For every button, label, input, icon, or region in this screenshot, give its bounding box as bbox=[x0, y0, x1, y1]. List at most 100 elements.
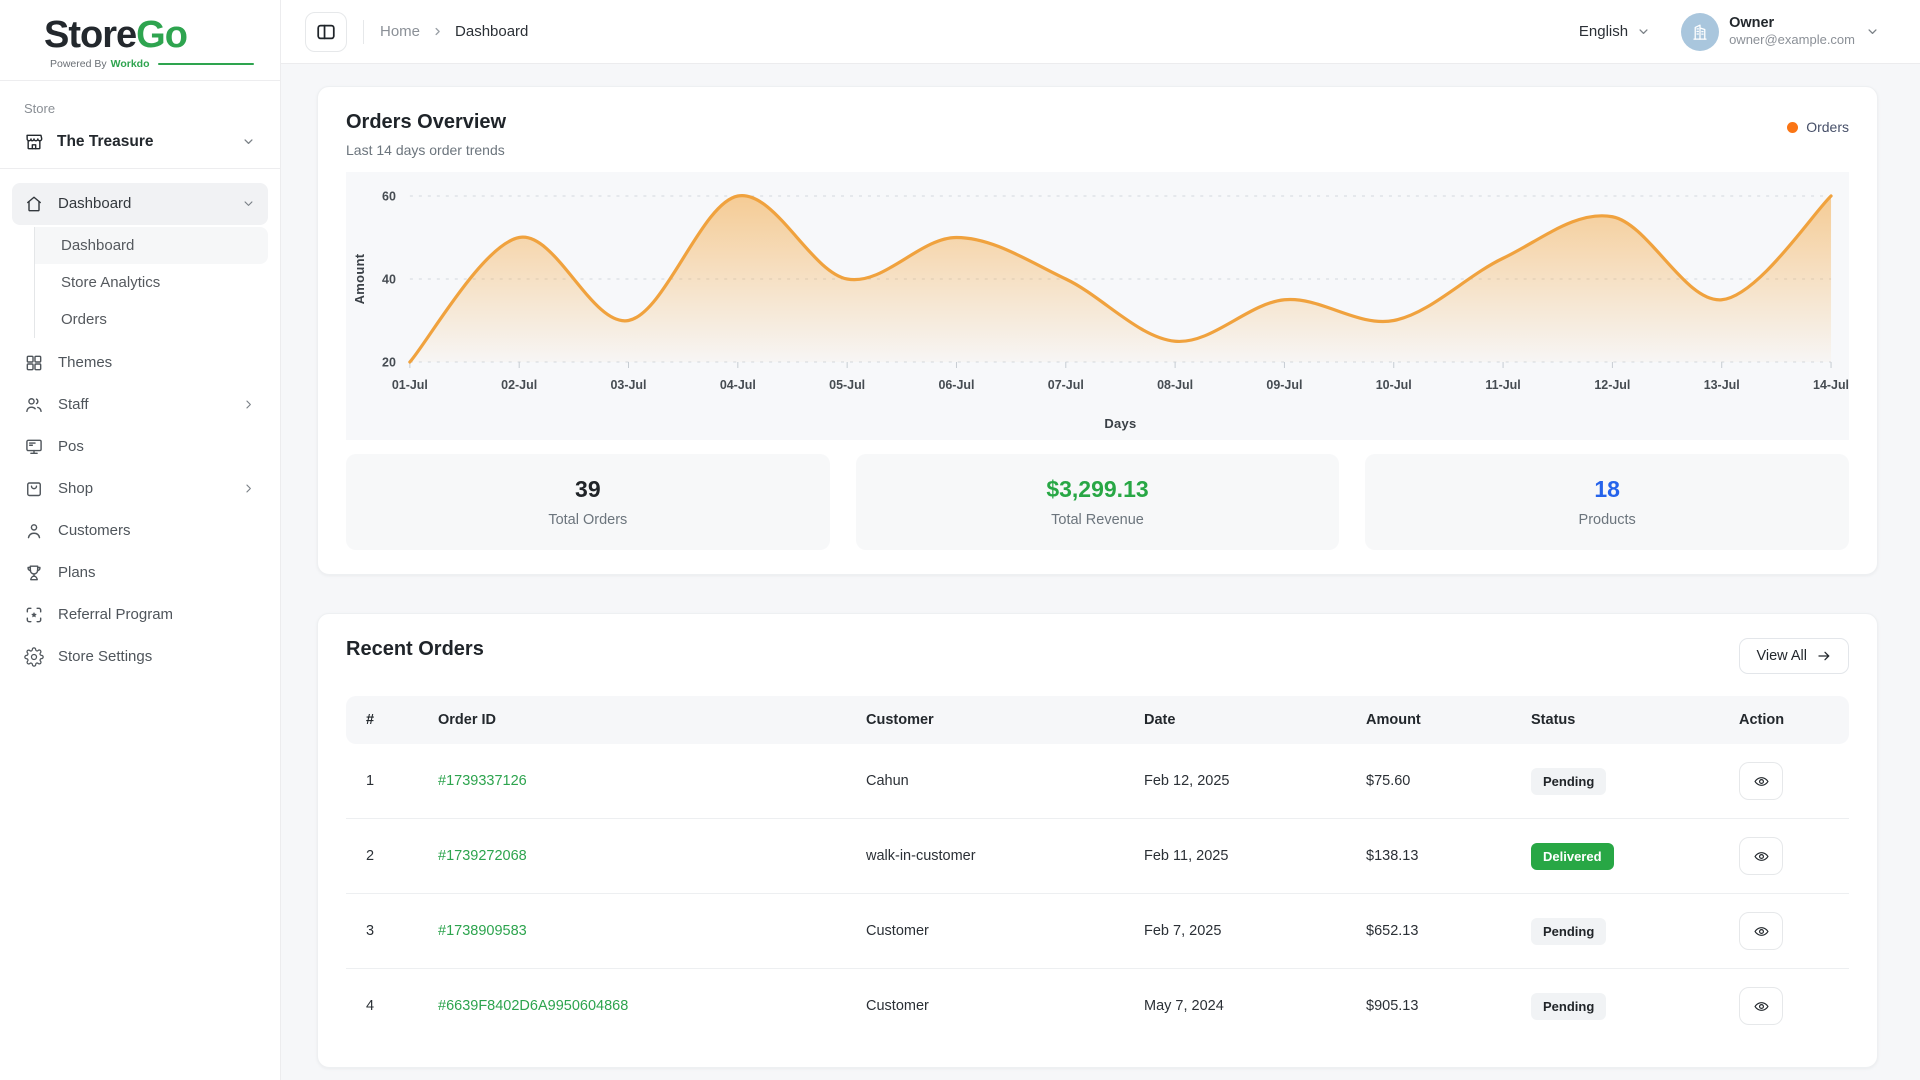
view-all-button[interactable]: View All bbox=[1739, 638, 1849, 674]
view-order-button[interactable] bbox=[1739, 987, 1783, 1025]
view-order-button[interactable] bbox=[1739, 912, 1783, 950]
tagline-underline bbox=[158, 63, 254, 65]
view-order-button[interactable] bbox=[1739, 762, 1783, 800]
order-status-cell: Pending bbox=[1517, 744, 1725, 819]
svg-text:04-Jul: 04-Jul bbox=[720, 378, 756, 392]
view-order-button[interactable] bbox=[1739, 837, 1783, 875]
store-section: Store The Treasure bbox=[0, 81, 280, 168]
store-section-label: Store bbox=[24, 101, 256, 116]
order-id-link[interactable]: #1739272068 bbox=[438, 848, 527, 864]
sidebar-item-label: Themes bbox=[58, 354, 256, 371]
order-date: Feb 11, 2025 bbox=[1130, 819, 1352, 894]
column-header-num: # bbox=[346, 696, 424, 744]
user-icon bbox=[24, 521, 44, 541]
table-header-row: #Order IDCustomerDateAmountStatusAction bbox=[346, 696, 1849, 744]
chevron-right-icon bbox=[241, 397, 256, 412]
storefront-icon bbox=[24, 132, 44, 152]
pos-icon bbox=[24, 437, 44, 457]
overview-header: Orders Overview Last 14 days order trend… bbox=[346, 111, 1849, 158]
chevron-down-icon bbox=[241, 134, 256, 149]
sidebar-item-customers[interactable]: Customers bbox=[12, 510, 268, 552]
sidebar-item-staff[interactable]: Staff bbox=[12, 384, 268, 426]
overview-title: Orders Overview bbox=[346, 111, 506, 134]
language-selector[interactable]: English bbox=[1579, 23, 1651, 40]
table-row: 4 #6639F8402D6A9950604868 CustomerMay 7, 2… bbox=[346, 969, 1849, 1043]
trophy-icon bbox=[24, 563, 44, 583]
column-header-amount: Amount bbox=[1352, 696, 1517, 744]
sidebar-item-dashboard[interactable]: Dashboard bbox=[12, 183, 268, 225]
sidebar-item-pos[interactable]: Pos bbox=[12, 426, 268, 468]
svg-text:60: 60 bbox=[382, 189, 396, 203]
stat-card-total-orders: 39Total Orders bbox=[346, 454, 830, 550]
user-info: Owner owner@example.com bbox=[1729, 14, 1855, 49]
column-header-status: Status bbox=[1517, 696, 1725, 744]
order-amount: $138.13 bbox=[1352, 819, 1517, 894]
order-date: May 7, 2024 bbox=[1130, 969, 1352, 1043]
sidebar-item-label: Customers bbox=[58, 522, 256, 539]
order-status-cell: Pending bbox=[1517, 969, 1725, 1043]
svg-text:14-Jul: 14-Jul bbox=[1813, 378, 1849, 392]
order-id-link[interactable]: #1739337126 bbox=[438, 773, 527, 789]
sidebar-item-label: Plans bbox=[58, 564, 256, 581]
recent-orders-card: Recent Orders View All #Order IDCustomer… bbox=[317, 613, 1878, 1068]
stat-label: Total Revenue bbox=[1051, 512, 1144, 528]
order-num: 4 bbox=[346, 969, 424, 1043]
column-header-customer: Customer bbox=[852, 696, 1130, 744]
breadcrumb-dashboard[interactable]: Dashboard bbox=[455, 23, 528, 40]
order-customer: Customer bbox=[852, 969, 1130, 1043]
breadcrumb: Home Dashboard bbox=[380, 23, 528, 40]
order-id-cell: #6639F8402D6A9950604868 bbox=[424, 969, 852, 1043]
svg-text:03-Jul: 03-Jul bbox=[611, 378, 647, 392]
svg-text:05-Jul: 05-Jul bbox=[829, 378, 865, 392]
legend-label: Orders bbox=[1806, 119, 1849, 135]
chevron-down-icon bbox=[1636, 24, 1651, 39]
sidebar-subitem-store-analytics[interactable]: Store Analytics bbox=[35, 264, 268, 301]
order-num: 3 bbox=[346, 894, 424, 969]
store-selector[interactable]: The Treasure bbox=[24, 132, 256, 152]
overview-subtitle: Last 14 days order trends bbox=[346, 142, 506, 158]
user-email: owner@example.com bbox=[1729, 32, 1855, 49]
logo[interactable]: StoreGo Powered By Workdo bbox=[0, 0, 280, 80]
gear-icon bbox=[24, 647, 44, 667]
table-row: 2#1739272068walk-in-customerFeb 11, 2025… bbox=[346, 819, 1849, 894]
sidebar-item-label: Shop bbox=[58, 480, 227, 497]
eye-icon bbox=[1753, 773, 1770, 790]
order-id-link[interactable]: #1738909583 bbox=[438, 923, 527, 939]
orders-table-body: 1#1739337126CahunFeb 12, 2025$75.60Pendi… bbox=[346, 744, 1849, 1043]
order-date: Feb 7, 2025 bbox=[1130, 894, 1352, 969]
topbar-right: English Owner owner@example.com bbox=[1579, 13, 1880, 51]
sidebar-item-label: Pos bbox=[58, 438, 256, 455]
sidebar-item-referral-program[interactable]: Referral Program bbox=[12, 594, 268, 636]
topbar: Home Dashboard English Owner owner@exampl… bbox=[281, 0, 1920, 64]
sidebar-subitem-orders[interactable]: Orders bbox=[35, 301, 268, 338]
order-customer: Cahun bbox=[852, 744, 1130, 819]
order-customer: walk-in-customer bbox=[852, 819, 1130, 894]
order-id-link[interactable]: #6639F8402D6A9950604868 bbox=[438, 998, 628, 1014]
sidebar-item-label: Referral Program bbox=[58, 606, 256, 623]
order-action-cell bbox=[1725, 969, 1849, 1043]
order-id-cell: #1739272068 bbox=[424, 819, 852, 894]
sidebar-menu: DashboardDashboardStore AnalyticsOrdersT… bbox=[0, 169, 280, 1080]
orders-table: #Order IDCustomerDateAmountStatusAction … bbox=[346, 696, 1849, 1043]
sidebar-item-store-settings[interactable]: Store Settings bbox=[12, 636, 268, 678]
order-amount: $652.13 bbox=[1352, 894, 1517, 969]
language-label: English bbox=[1579, 23, 1628, 40]
sidebar-item-plans[interactable]: Plans bbox=[12, 552, 268, 594]
sidebar-item-themes[interactable]: Themes bbox=[12, 342, 268, 384]
logo-text-primary: Store bbox=[44, 14, 136, 56]
stat-value: $3,299.13 bbox=[1046, 476, 1148, 503]
svg-text:12-Jul: 12-Jul bbox=[1594, 378, 1630, 392]
breadcrumb-home[interactable]: Home bbox=[380, 23, 420, 40]
chart-legend: Orders bbox=[1787, 119, 1849, 135]
sidebar-toggle-button[interactable] bbox=[305, 12, 347, 52]
eye-icon bbox=[1753, 923, 1770, 940]
order-customer: Customer bbox=[852, 894, 1130, 969]
recent-orders-title: Recent Orders bbox=[346, 638, 484, 661]
sidebar-item-label: Store Settings bbox=[58, 648, 256, 665]
sidebar-subitem-dashboard[interactable]: Dashboard bbox=[35, 227, 268, 264]
sidebar-item-shop[interactable]: Shop bbox=[12, 468, 268, 510]
table-row: 1#1739337126CahunFeb 12, 2025$75.60Pendi… bbox=[346, 744, 1849, 819]
eye-icon bbox=[1753, 998, 1770, 1015]
stat-card-total-revenue: $3,299.13 Total Revenue bbox=[856, 454, 1340, 550]
user-menu[interactable]: Owner owner@example.com bbox=[1681, 13, 1880, 51]
